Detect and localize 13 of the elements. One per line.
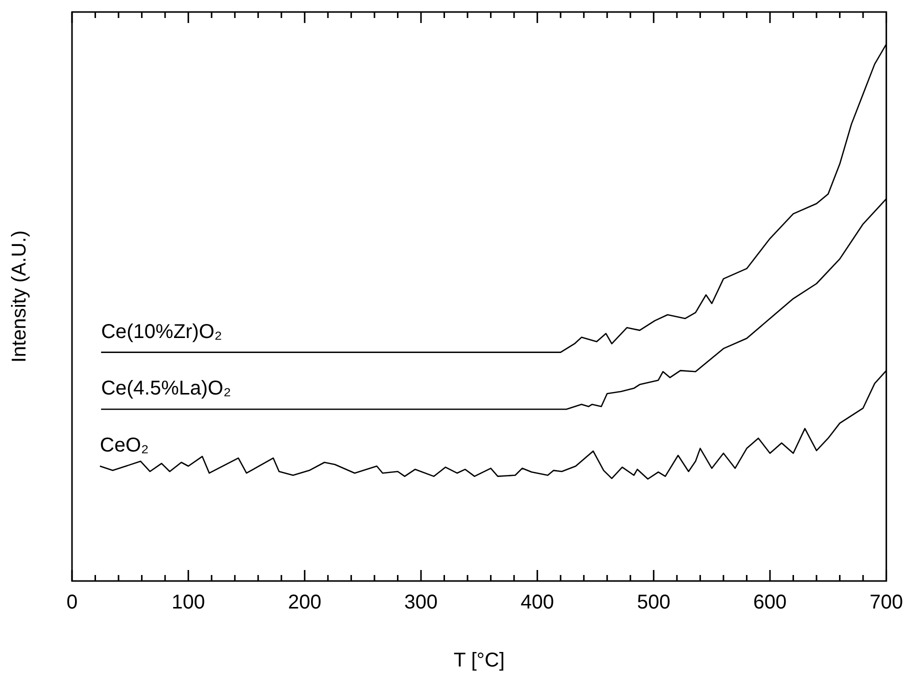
x-tick-label: 100 [172, 592, 206, 614]
x-axis-title: T [°C] [454, 650, 505, 672]
x-tick-label: 400 [520, 592, 554, 614]
x-tick-label: 0 [66, 592, 78, 614]
x-tick-label: 300 [404, 592, 438, 614]
series-label: Ce(4.5%La)O₂ [101, 378, 232, 400]
x-tick-label: 600 [753, 592, 787, 614]
y-axis-title: Intensity (A.U.) [8, 230, 31, 363]
x-tick-label: 500 [636, 592, 670, 614]
series-label: Ce(10%Zr)O₂ [101, 320, 222, 343]
series-label: CeO₂ [100, 434, 149, 457]
x-tick-label: 200 [288, 592, 322, 614]
x-tick-label: 700 [870, 592, 904, 614]
